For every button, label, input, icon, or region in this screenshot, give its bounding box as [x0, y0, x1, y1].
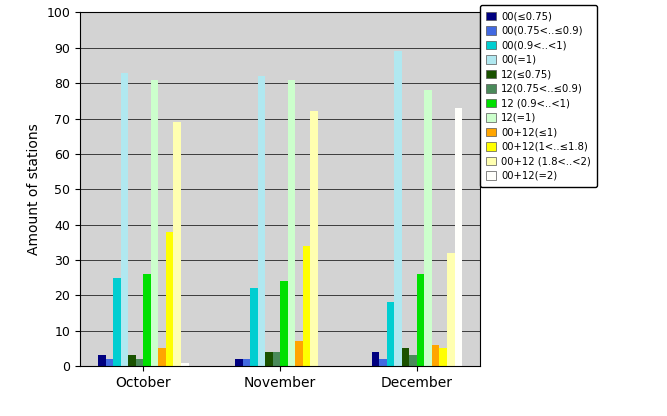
- Bar: [243, 359, 250, 366]
- Bar: [287, 80, 295, 366]
- Legend: 00(≤0.75), 00(0.75<..≤0.9), 00(0.9<..<1), 00(=1), 12(≤0.75), 12(0.75<..≤0.9), 12: 00(≤0.75), 00(0.75<..≤0.9), 00(0.9<..<1)…: [480, 5, 597, 187]
- Bar: [310, 111, 317, 366]
- Bar: [432, 345, 440, 366]
- Bar: [417, 274, 424, 366]
- Bar: [454, 108, 462, 366]
- Bar: [372, 352, 380, 366]
- Bar: [151, 80, 158, 366]
- Bar: [424, 90, 432, 366]
- Y-axis label: Amount of stations: Amount of stations: [27, 124, 41, 255]
- Bar: [295, 341, 303, 366]
- Bar: [181, 362, 189, 366]
- Bar: [136, 359, 143, 366]
- Bar: [250, 288, 257, 366]
- Bar: [380, 359, 387, 366]
- Bar: [121, 73, 128, 366]
- Bar: [447, 253, 454, 366]
- Bar: [257, 76, 265, 366]
- Bar: [166, 232, 173, 366]
- Bar: [440, 349, 447, 366]
- Bar: [387, 302, 394, 366]
- Bar: [394, 52, 402, 366]
- Bar: [173, 122, 181, 366]
- Bar: [265, 352, 273, 366]
- Bar: [98, 355, 106, 366]
- Bar: [410, 355, 417, 366]
- Bar: [280, 281, 287, 366]
- Bar: [113, 278, 121, 366]
- Bar: [273, 352, 280, 366]
- Bar: [158, 349, 166, 366]
- Bar: [128, 355, 136, 366]
- Bar: [143, 274, 151, 366]
- Bar: [106, 359, 113, 366]
- Bar: [402, 349, 410, 366]
- Bar: [235, 359, 243, 366]
- Bar: [303, 246, 310, 366]
